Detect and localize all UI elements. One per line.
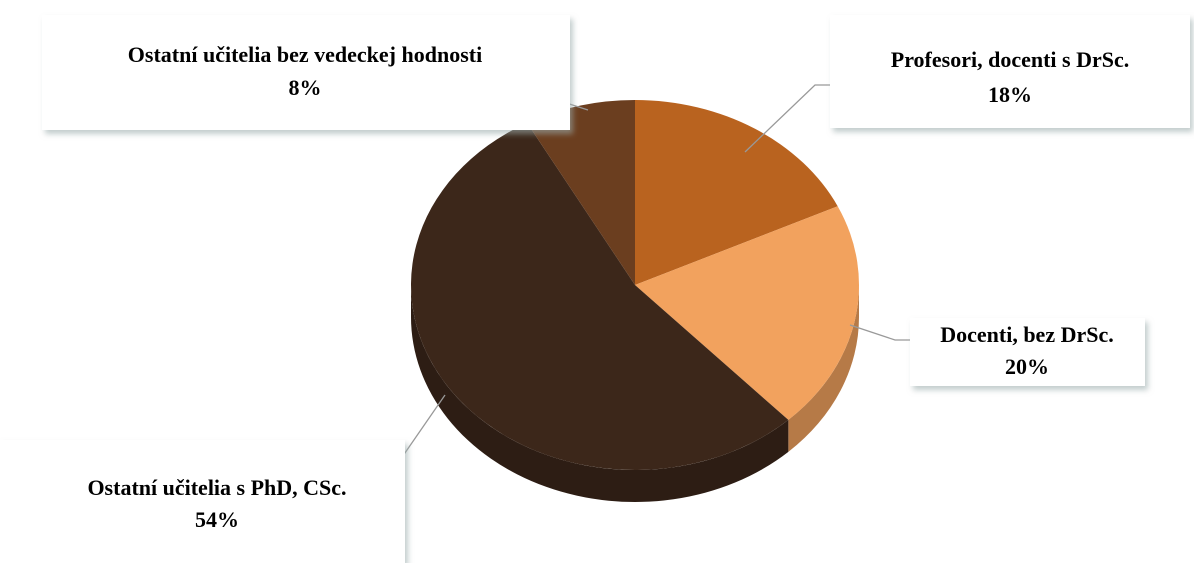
label-value: 54% xyxy=(195,507,239,532)
label-box xyxy=(42,15,570,130)
label-name: Ostatní učitelia bez vedeckej hodnosti xyxy=(128,42,482,67)
label-box xyxy=(910,318,1145,386)
slice xyxy=(527,100,635,285)
leader-line xyxy=(744,84,830,153)
label-name: Profesori, docenti s DrSc. xyxy=(891,47,1130,72)
slice xyxy=(635,206,859,420)
label-box xyxy=(0,440,405,563)
slice xyxy=(411,122,789,470)
slice xyxy=(635,100,838,285)
label-name: Docenti, bez DrSc. xyxy=(940,322,1114,347)
label-name: Ostatní učitelia s PhD, CSc. xyxy=(87,475,346,500)
leader-line xyxy=(849,324,910,341)
slice-side xyxy=(411,285,789,503)
label-value: 8% xyxy=(289,75,322,100)
label-value: 18% xyxy=(988,82,1032,107)
slice-side xyxy=(788,285,859,452)
label-box xyxy=(830,15,1190,128)
label-value: 20% xyxy=(1005,354,1049,379)
